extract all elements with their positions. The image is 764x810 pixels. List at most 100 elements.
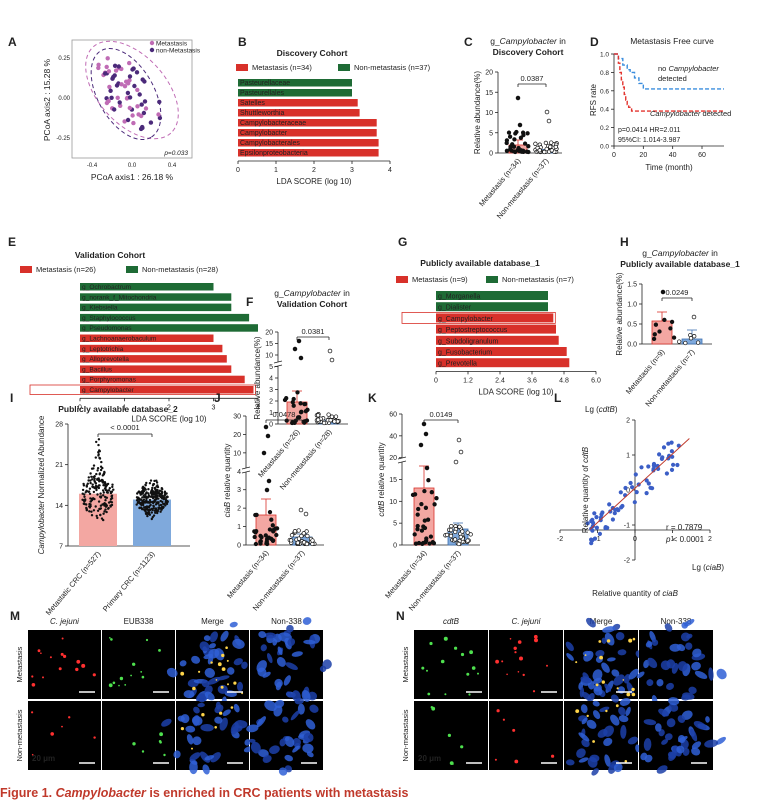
lda-bar [80, 344, 223, 353]
y-axis-label: Relative abundance(%) [473, 71, 482, 154]
fluorescent-signal [191, 747, 193, 750]
nucleus [619, 697, 631, 706]
tick-label: 20 [485, 70, 493, 77]
panel-letter: N [396, 609, 405, 623]
nucleus [602, 626, 616, 633]
legend-label: non-Metastasis [156, 48, 201, 55]
fluorescent-signal [468, 693, 471, 696]
data-point [103, 495, 107, 499]
nucleus [186, 734, 194, 745]
data-point [423, 505, 429, 510]
nucleus [599, 706, 610, 712]
nucleus [620, 724, 627, 739]
tick-label: 2 [626, 418, 630, 425]
legend-label: Metastasis [156, 41, 188, 48]
nucleus [578, 732, 590, 742]
tick-label: 0 [626, 488, 630, 495]
nucleus [582, 650, 591, 656]
data-point [92, 464, 96, 467]
fluorescent-signal [427, 692, 431, 696]
caption-prefix: Figure 1. [0, 786, 53, 800]
nucleus [643, 738, 652, 751]
scatter-point [666, 441, 671, 446]
data-point [143, 487, 147, 490]
data-point [526, 144, 531, 149]
nucleus [220, 630, 229, 642]
nucleus [258, 749, 269, 758]
nucleus [613, 763, 623, 773]
scatter-point [634, 490, 639, 495]
fluorescent-signal [42, 676, 44, 679]
data-point [111, 485, 114, 489]
tick-label: 0.5 [627, 322, 637, 329]
scatter-point [618, 490, 623, 495]
lda-bar [238, 79, 352, 87]
data-point [97, 451, 100, 454]
tick-label: 3.6 [527, 377, 537, 384]
pcoa-point [106, 69, 112, 74]
lda-category-label: g_Klebsiella [82, 305, 118, 312]
panel-title: Discovery Cohort [277, 48, 348, 58]
nucleus [604, 683, 612, 692]
data-point [91, 483, 94, 486]
fluorescent-signal [226, 659, 229, 662]
data-point [161, 495, 164, 498]
nucleus [198, 697, 205, 703]
data-point [303, 401, 308, 407]
scatter-point [646, 481, 651, 486]
data-point [97, 477, 100, 480]
data-point [284, 418, 289, 423]
data-point [504, 138, 510, 143]
data-point [89, 481, 92, 485]
nucleus [286, 624, 294, 633]
nucleus [676, 745, 685, 754]
data-point [288, 538, 294, 543]
nucleus [618, 706, 626, 716]
fluorescent-signal [220, 685, 224, 689]
micrograph-tile [489, 701, 563, 770]
data-point [651, 336, 657, 342]
fluorescent-signal [31, 675, 34, 678]
fluorescent-signal [626, 692, 631, 697]
lda-category-label: Campylobacterales [240, 140, 300, 147]
tick-label: 0.6 [600, 88, 609, 95]
data-point [147, 488, 150, 491]
tick-label: 0 [489, 151, 493, 158]
nucleus [660, 660, 671, 671]
nucleus [283, 675, 291, 686]
tick-label: 3 [350, 167, 354, 174]
micrograph-tile [414, 701, 488, 770]
data-point [109, 498, 113, 501]
axis-break [274, 362, 282, 366]
data-point [97, 454, 100, 457]
legend-label: Metastasis (n=26) [36, 265, 96, 274]
scatter-point [594, 525, 600, 530]
data-point [145, 492, 148, 495]
data-point [99, 495, 103, 498]
correlation-r: r = 0.7879 [666, 523, 703, 532]
fluorescent-signal [210, 661, 213, 664]
tick-label: 1.2 [463, 377, 473, 384]
lda-category-label: Shuttleworthia [240, 110, 284, 117]
data-point [468, 532, 473, 537]
nucleus [294, 698, 304, 705]
legend-label: Non-metastasis (n=37) [354, 63, 431, 72]
data-point [458, 534, 463, 540]
fluorescent-signal [599, 655, 603, 660]
panel-letter: K [368, 391, 377, 405]
fluorescent-signal [61, 725, 63, 728]
lda-bar [238, 89, 352, 97]
data-point [163, 496, 166, 500]
nucleus [607, 657, 616, 662]
data-point [269, 517, 274, 522]
pcoa-point [138, 126, 144, 132]
pcoa-point [143, 106, 149, 111]
scatter-point [646, 464, 651, 469]
outlier-point [546, 118, 552, 124]
nucleus [185, 725, 196, 733]
pcoa-point [107, 84, 112, 90]
outlier-point [296, 338, 302, 344]
data-point [90, 514, 94, 517]
data-point [152, 505, 155, 508]
nucleus [208, 643, 216, 649]
